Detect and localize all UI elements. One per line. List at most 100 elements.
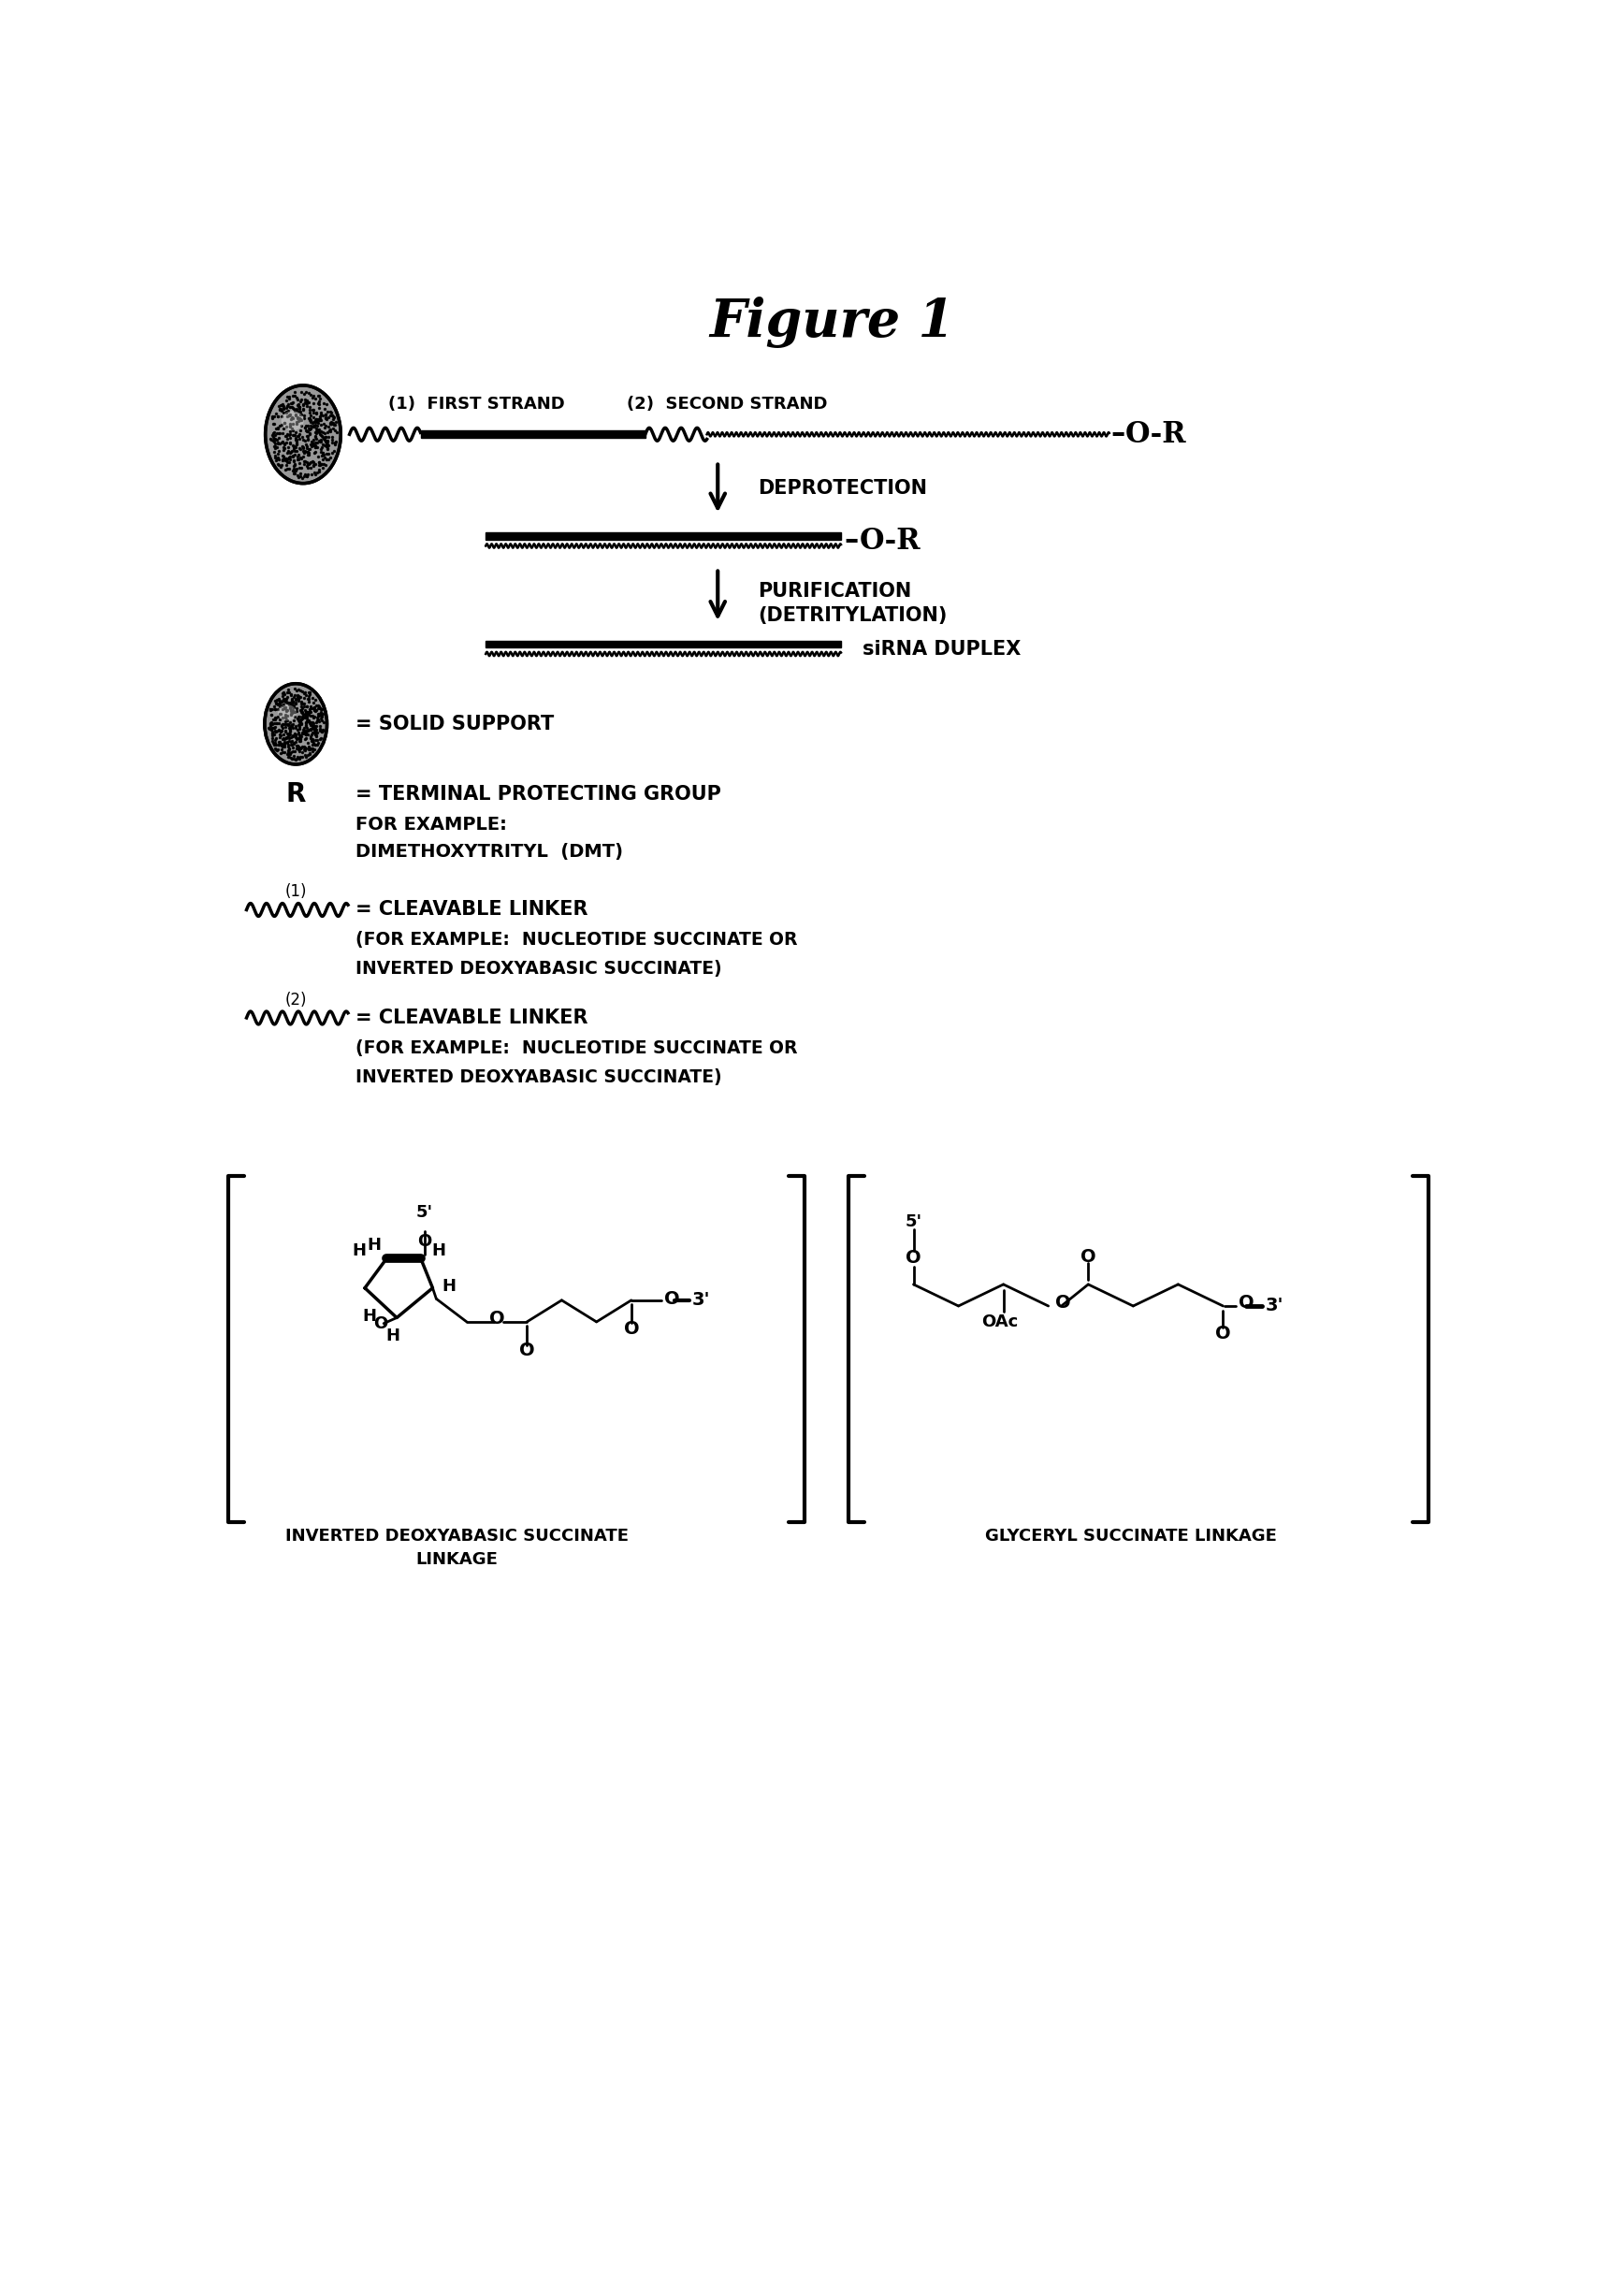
Point xyxy=(279,385,305,422)
Point xyxy=(292,692,318,729)
Point xyxy=(296,445,322,482)
Point xyxy=(268,388,294,424)
Point xyxy=(278,676,304,713)
Point xyxy=(322,406,348,443)
Text: 5': 5' xyxy=(416,1204,432,1220)
Point xyxy=(291,401,317,438)
Point xyxy=(297,711,323,748)
Point xyxy=(276,397,302,433)
Point xyxy=(268,388,294,424)
Point xyxy=(296,383,322,420)
Point xyxy=(300,404,326,440)
Point xyxy=(274,715,300,752)
Point xyxy=(318,404,344,440)
Point xyxy=(307,401,333,438)
Point xyxy=(287,702,313,738)
Point xyxy=(261,725,287,761)
Point xyxy=(286,681,312,718)
Point xyxy=(266,440,292,477)
Point xyxy=(294,422,320,459)
Point xyxy=(296,433,322,470)
Point xyxy=(286,734,312,770)
Text: (1): (1) xyxy=(284,883,307,901)
Point xyxy=(305,376,331,413)
Point xyxy=(278,715,304,752)
Point xyxy=(271,729,297,766)
Point xyxy=(270,709,296,745)
Point xyxy=(268,713,294,750)
Point xyxy=(310,433,336,470)
Point xyxy=(274,727,300,764)
Point xyxy=(270,447,296,484)
Point xyxy=(279,431,305,468)
Point xyxy=(278,686,304,722)
Point xyxy=(284,399,310,436)
Point xyxy=(276,440,302,477)
Point xyxy=(268,706,294,743)
Point xyxy=(263,713,289,750)
Point xyxy=(283,392,309,429)
Point xyxy=(297,443,323,479)
Point xyxy=(305,697,331,734)
Point xyxy=(263,415,289,452)
Point xyxy=(281,676,307,713)
Text: 5': 5' xyxy=(905,1213,922,1229)
Point xyxy=(274,388,300,424)
Point xyxy=(289,692,315,729)
Point xyxy=(315,408,341,445)
Point xyxy=(317,404,343,440)
Point xyxy=(294,417,320,454)
Point xyxy=(310,415,336,452)
Point xyxy=(310,713,336,750)
Point xyxy=(258,706,284,743)
Point xyxy=(284,406,310,443)
Point xyxy=(279,399,305,436)
Point xyxy=(270,390,296,426)
Point xyxy=(305,401,331,438)
Text: OAc: OAc xyxy=(981,1314,1018,1330)
Point xyxy=(261,690,287,727)
Point xyxy=(297,410,323,447)
Point xyxy=(286,741,312,777)
Point xyxy=(266,686,292,722)
Text: H: H xyxy=(362,1307,377,1325)
Point xyxy=(268,424,294,461)
Point xyxy=(286,731,312,768)
Point xyxy=(294,413,320,449)
Point xyxy=(281,417,307,454)
Point xyxy=(284,443,310,479)
Point xyxy=(297,404,323,440)
Point xyxy=(284,711,310,748)
Point xyxy=(268,695,294,731)
Point xyxy=(296,692,322,729)
Point xyxy=(279,452,305,488)
Point xyxy=(291,433,317,470)
Point xyxy=(276,690,302,727)
Point xyxy=(266,722,292,759)
Point xyxy=(261,722,287,759)
Point xyxy=(307,697,333,734)
Point xyxy=(258,709,284,745)
Point xyxy=(287,729,313,766)
Text: O: O xyxy=(489,1309,505,1328)
Point xyxy=(276,445,302,482)
Point xyxy=(276,417,302,454)
Point xyxy=(287,456,313,493)
Point xyxy=(302,711,328,748)
Point xyxy=(273,692,299,729)
Point xyxy=(299,727,325,764)
Point xyxy=(304,424,330,461)
Point xyxy=(284,392,310,429)
Point xyxy=(278,390,304,426)
Point xyxy=(273,699,299,736)
Point xyxy=(260,706,286,743)
Point xyxy=(302,711,328,748)
Point xyxy=(297,688,323,725)
Point xyxy=(286,718,312,754)
Point xyxy=(296,681,322,718)
Point xyxy=(261,713,287,750)
Point xyxy=(286,683,312,720)
Point xyxy=(292,699,318,736)
Point xyxy=(313,440,339,477)
Point xyxy=(261,725,287,761)
